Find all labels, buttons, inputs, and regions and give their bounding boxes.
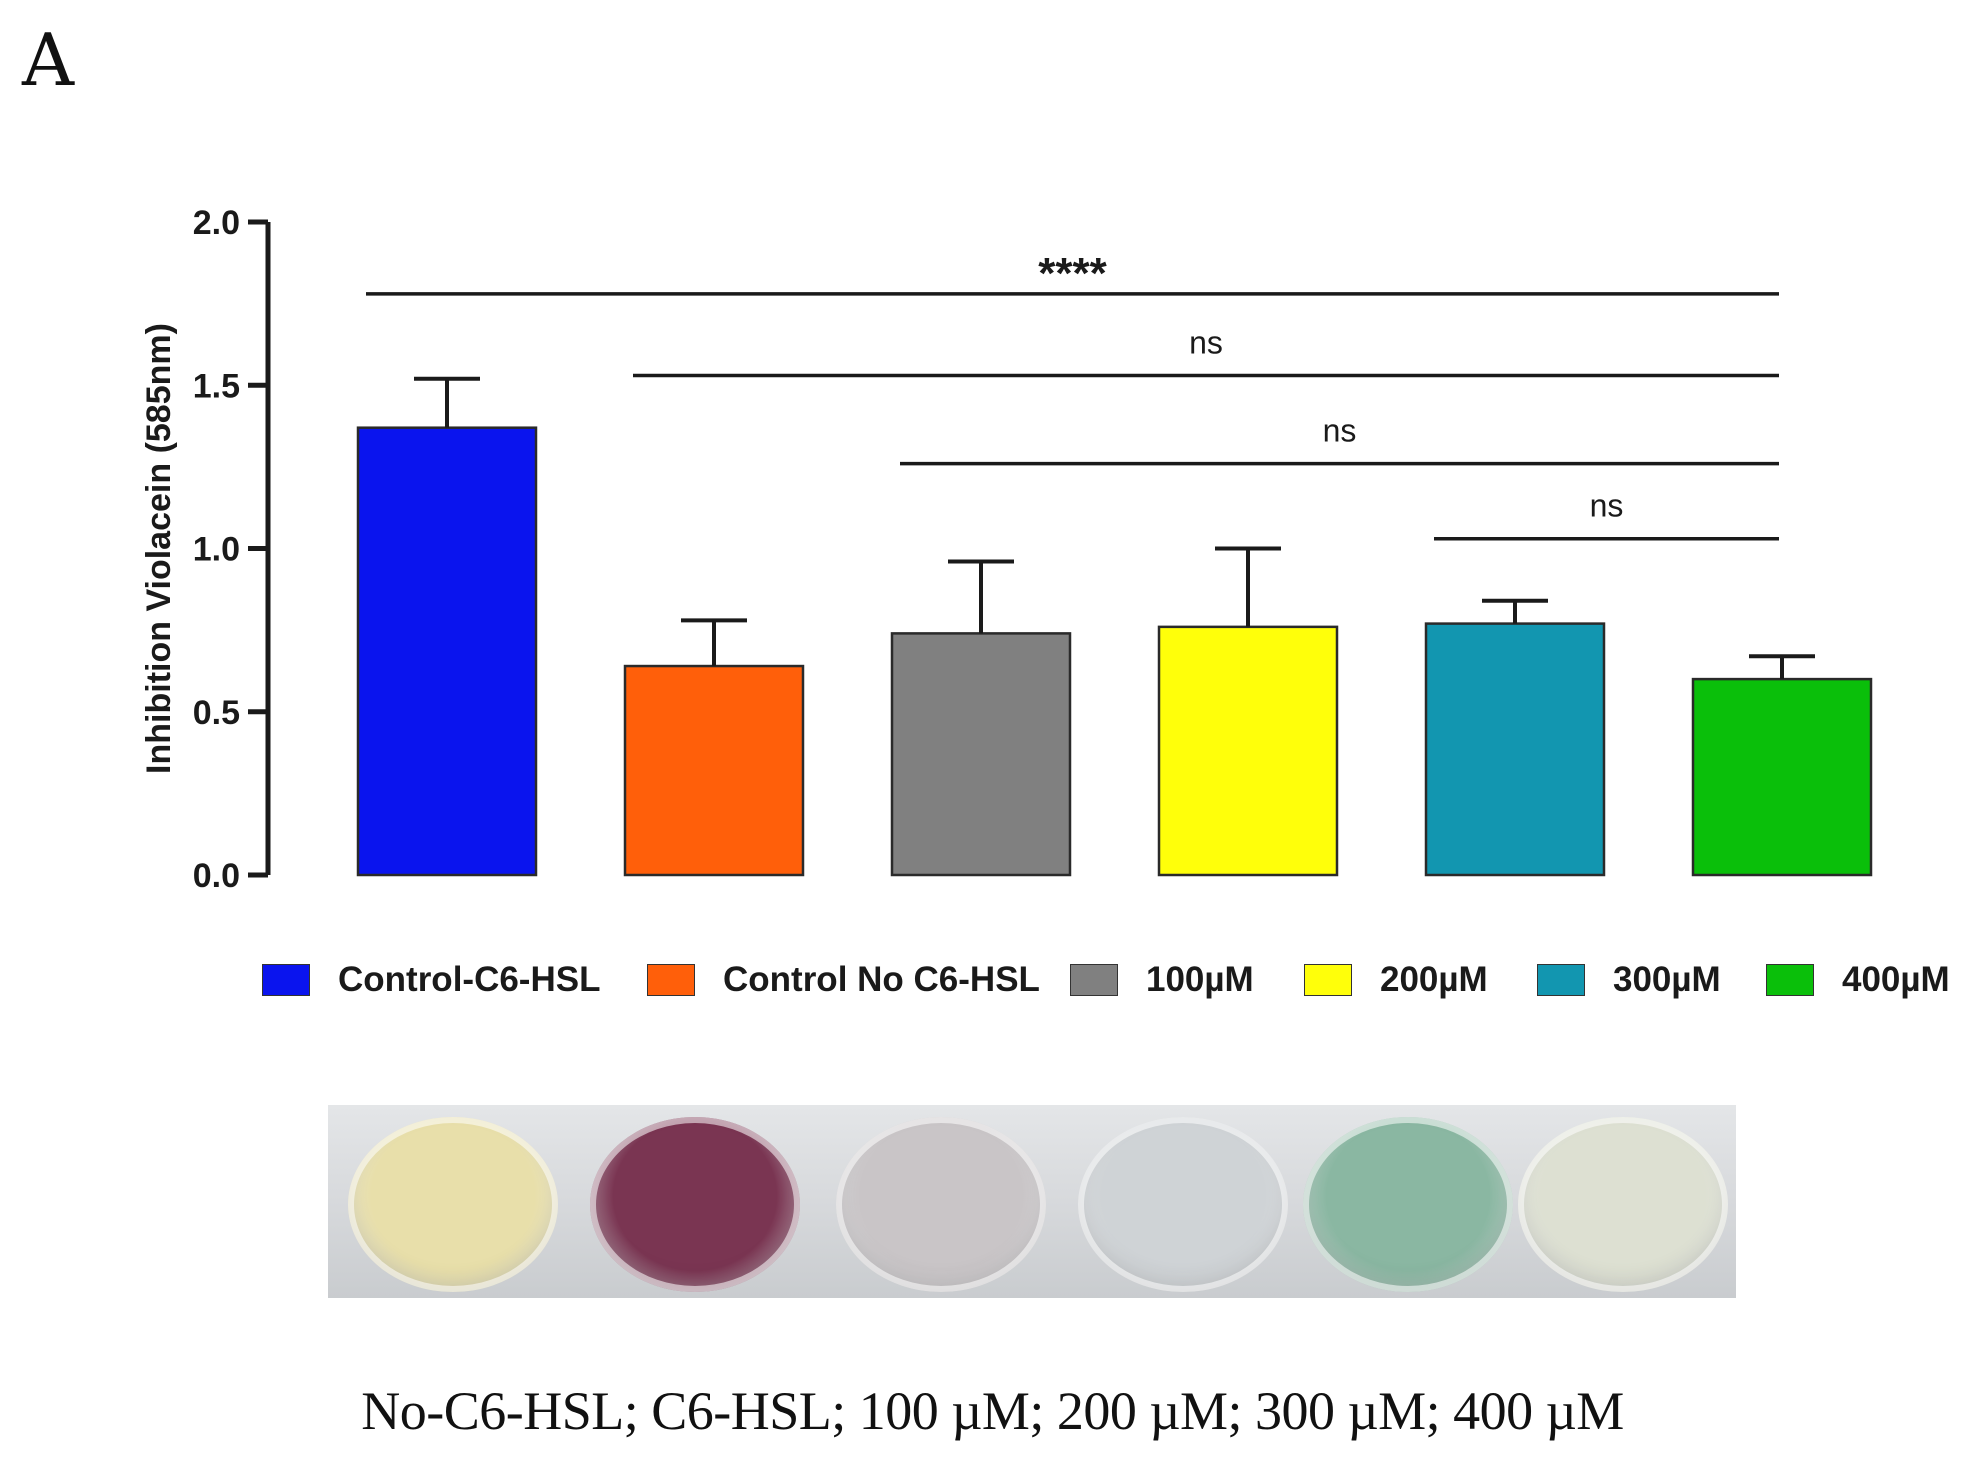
legend-label-100um: 100µM [1146,960,1254,999]
bar-5 [1424,622,1606,877]
legend-item-300um: 300µM [1537,960,1721,1000]
legend-swatch-100um [1070,964,1118,996]
bar-chart: 0.0 0.5 1.0 1.5 2.0 Inhibition Violacein (585… [140,204,1873,895]
legend-item-control-c6-hsl: Control-C6-HSL [262,960,600,1000]
y-tick-label: 1.0 [193,531,240,569]
bar-4 [1157,625,1339,877]
legend-swatch-300um [1537,964,1585,996]
significance-label-3: ns [1323,413,1357,449]
significance-label-2: ns [1189,324,1223,360]
legend-swatch-control-c6-hsl [262,964,310,996]
y-tick-label: 2.0 [193,204,240,242]
well-6 [1518,1117,1728,1292]
y-axis-label: Inhibition Violacein (585nm) [140,323,178,774]
legend-label-control-no-c6-hsl: Control No C6-HSL [723,960,1040,999]
bar-3 [890,632,1072,877]
well-1 [348,1117,558,1292]
panel-label: A [22,18,74,102]
significance-label-4: ns [1590,488,1624,524]
well-4 [1078,1117,1288,1292]
well-2 [590,1117,800,1292]
y-tick-label: 0.5 [193,694,240,732]
well-3 [836,1117,1046,1292]
legend-label-200um: 200µM [1380,960,1488,999]
bar-6 [1691,677,1873,877]
y-tick-label: 0.0 [193,857,240,895]
legend-label-control-c6-hsl: Control-C6-HSL [338,960,601,999]
legend-swatch-400um [1766,964,1814,996]
y-tick-label: 1.5 [193,367,240,405]
legend-item-400um: 400µM [1766,960,1950,1000]
bar-2 [623,664,805,877]
well-5 [1303,1117,1513,1292]
well-plate-photo [328,1105,1736,1298]
legend-swatch-200um [1304,964,1352,996]
legend-swatch-control-no-c6-hsl [647,964,695,996]
legend-item-100um: 100µM [1070,960,1254,1000]
legend-label-400um: 400µM [1842,960,1950,999]
legend-item-control-no-c6-hsl: Control No C6-HSL [647,960,1040,1000]
bar-1 [356,426,538,877]
caption: No-C6-HSL; C6-HSL; 100 µM; 200 µM; 300 µ… [361,1381,1624,1441]
legend-label-300um: 300µM [1613,960,1721,999]
legend-item-200um: 200µM [1304,960,1488,1000]
significance-label-1: **** [1038,249,1107,298]
